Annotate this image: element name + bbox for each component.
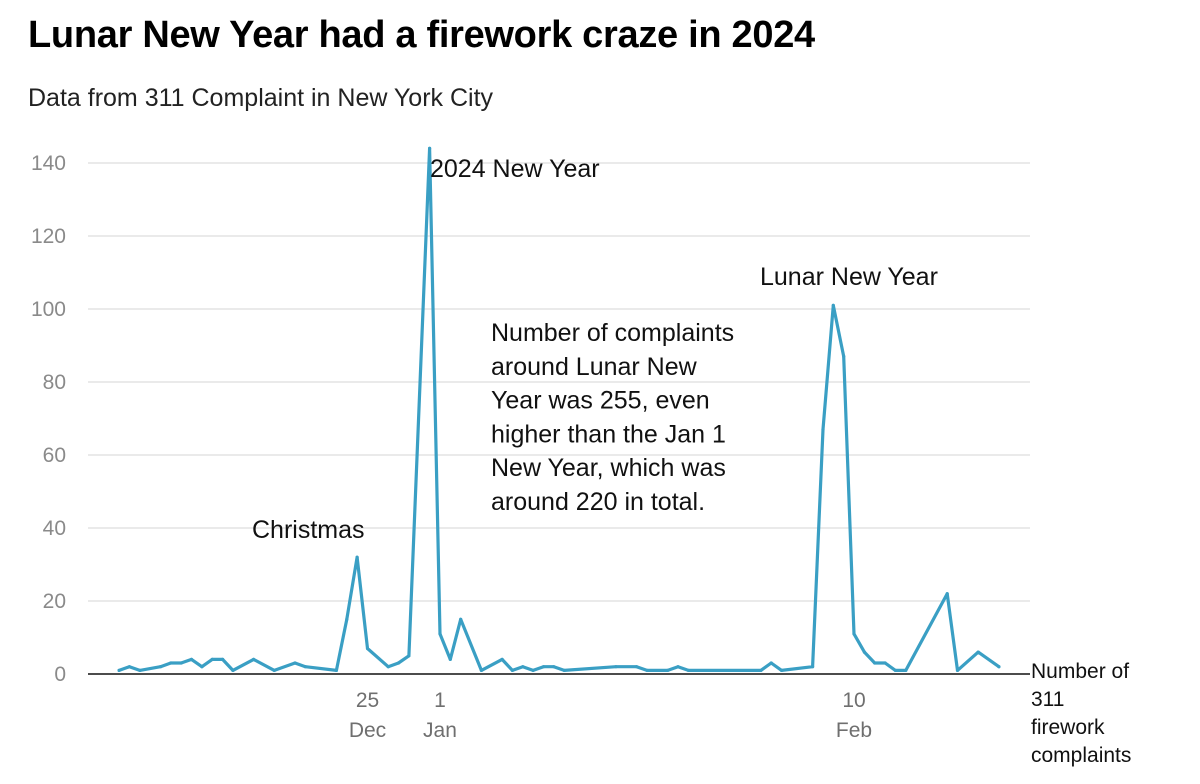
- y-tick-label: 80: [43, 371, 66, 394]
- data-point: [293, 661, 297, 665]
- annotation-line: around 220 in total.: [491, 488, 705, 516]
- data-point: [189, 657, 194, 662]
- data-point: [521, 665, 525, 669]
- annotation-line: 2024 New Year: [430, 155, 600, 183]
- data-point: [883, 661, 887, 665]
- chart-subtitle: Data from 311 Complaint in New York City: [28, 84, 494, 112]
- data-point: [541, 665, 546, 669]
- data-point: [759, 668, 763, 673]
- data-point: [386, 665, 390, 669]
- data-point: [179, 661, 183, 665]
- data-point: [365, 646, 370, 651]
- data-point: [500, 657, 504, 662]
- annotation-line: Christmas: [252, 516, 365, 544]
- x-tick-month: Dec: [349, 719, 386, 742]
- y-tick-label: 60: [43, 444, 66, 467]
- data-point: [138, 668, 142, 673]
- data-point: [666, 668, 670, 673]
- data-point: [562, 668, 566, 673]
- data-point: [158, 665, 163, 669]
- data-point: [976, 650, 980, 654]
- data-point: [997, 665, 1001, 669]
- data-point: [811, 665, 815, 669]
- data-point: [345, 617, 349, 621]
- annotation-line: around Lunar New: [491, 353, 698, 381]
- y-tick-label: 120: [31, 225, 66, 248]
- data-point: [334, 668, 338, 673]
- unit-label-line: 311: [1031, 688, 1064, 711]
- data-point: [955, 668, 960, 673]
- unit-label-line: complaints: [1031, 744, 1131, 767]
- data-point: [252, 657, 256, 662]
- data-point: [221, 657, 225, 662]
- data-point: [645, 668, 649, 673]
- data-point: [873, 661, 877, 665]
- unit-label-line: firework: [1031, 716, 1105, 739]
- data-point: [231, 668, 235, 673]
- data-point: [428, 146, 432, 150]
- data-point: [200, 665, 204, 669]
- annotation-0: Christmas: [252, 516, 365, 544]
- annotation-line: higher than the Jan 1: [491, 420, 726, 448]
- data-point: [852, 632, 856, 636]
- data-point: [396, 661, 401, 665]
- data-point: [272, 668, 276, 673]
- y-tick-label: 40: [43, 517, 66, 540]
- y-tick-label: 0: [54, 663, 66, 686]
- data-point: [510, 668, 514, 673]
- x-tick-month: Feb: [836, 719, 872, 742]
- annotation-3: Number of complaints around Lunar New Year…: [491, 319, 734, 516]
- data-point: [780, 668, 784, 673]
- data-point: [769, 661, 773, 665]
- annotation-2: Lunar New Year: [760, 263, 938, 291]
- unit-label-line: Number of: [1031, 660, 1129, 683]
- annotation-line: Number of complaints: [491, 319, 734, 347]
- annotation-line: Year was 255, even: [491, 387, 710, 415]
- data-point: [831, 303, 835, 307]
- y-axis-unit-label: Number of 311 firework complaints: [1031, 660, 1131, 767]
- x-tick-day: 25: [356, 689, 379, 712]
- data-point: [552, 665, 556, 669]
- data-point: [686, 668, 691, 673]
- data-point: [945, 592, 949, 596]
- data-point: [303, 665, 307, 669]
- y-tick-label: 100: [31, 298, 66, 321]
- data-point: [117, 668, 121, 673]
- y-tick-label: 20: [43, 590, 66, 613]
- data-point: [355, 555, 359, 559]
- annotation-line: Lunar New Year: [760, 263, 938, 291]
- data-point: [862, 650, 867, 654]
- data-point: [210, 657, 214, 662]
- data-point: [127, 665, 131, 669]
- data-point: [169, 661, 173, 665]
- data-point: [635, 665, 639, 669]
- data-point: [676, 665, 680, 669]
- data-point: [448, 657, 452, 662]
- data-point: [614, 665, 618, 669]
- data-point: [531, 668, 535, 673]
- data-point: [459, 617, 463, 621]
- data-point: [821, 427, 825, 431]
- annotation-line: New Year, which was: [491, 454, 726, 482]
- data-point: [842, 354, 846, 358]
- chart-title: Lunar New Year had a firework craze in 2…: [28, 14, 815, 56]
- y-tick-label: 140: [31, 152, 66, 175]
- data-point: [438, 632, 442, 636]
- data-point: [893, 668, 898, 673]
- data-point: [904, 668, 908, 673]
- annotation-1: 2024 New Year: [430, 155, 600, 183]
- x-tick-month: Jan: [423, 719, 457, 742]
- data-point: [479, 668, 483, 673]
- data-point: [407, 654, 411, 658]
- x-tick-day: 1: [434, 689, 446, 712]
- x-tick-day: 10: [842, 689, 865, 712]
